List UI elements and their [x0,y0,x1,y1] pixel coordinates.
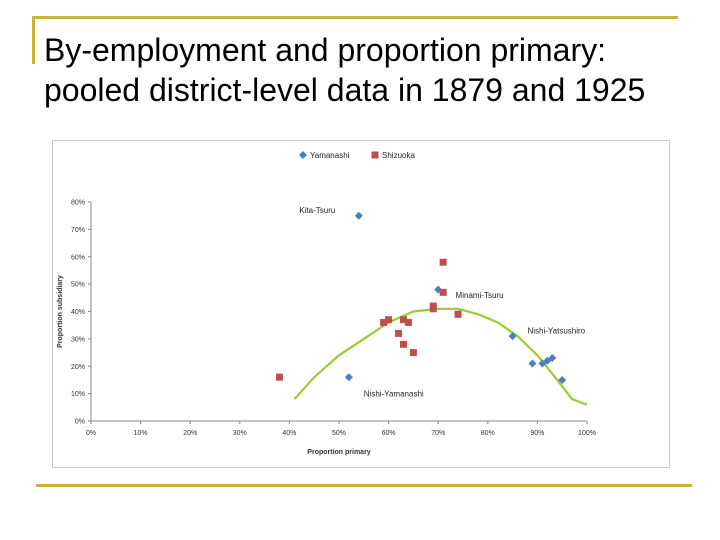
y-tick-label: 50% [71,282,85,289]
x-tick-label: 70% [431,430,445,437]
x-tick-label: 80% [481,430,495,437]
x-tick-label: 60% [382,430,396,437]
shizuoka-point [395,329,403,337]
yamanashi-point [344,373,353,382]
y-tick-label: 30% [71,336,85,343]
x-tick-label: 0% [86,430,96,437]
y-tick-label: 80% [71,200,85,207]
yamanashi-point [508,332,517,341]
legend-label-shizuoka: Shizuoka [382,151,415,160]
x-tick-label: 40% [282,430,296,437]
shizuoka-point [439,288,447,296]
legend: Yamanashi Shizuoka [299,151,415,160]
y-axis-title: Proportion subsidiary [57,275,64,348]
point-annotation: Kita-Tsuru [299,206,335,215]
chart-canvas: 0% 10% 20% 30% 40% 50% 60% 70% 80% 0% 10% 20% 30% 40%… [57,151,596,456]
shizuoka-point [409,349,417,357]
legend-marker-shizuoka [371,151,379,159]
slide-title: By-employment and proportion primary: po… [44,32,646,108]
title-accent-rule-left [32,16,35,64]
shizuoka-point [399,316,407,324]
footer-accent-rule [36,484,692,487]
x-tick-label: 10% [134,430,148,437]
shizuoka-point [380,318,388,326]
x-tick-label: 30% [233,430,247,437]
trendline [293,307,588,406]
x-tick-label: 100% [578,430,596,437]
shizuoka-point [454,310,462,318]
y-tick-label: 70% [71,227,85,234]
series-shizuoka [275,258,462,381]
legend-marker-yamanashi [299,151,307,159]
title-accent-rule-top [32,16,678,19]
shizuoka-point [399,340,407,348]
y-tick-label: 10% [71,391,85,398]
yamanashi-point [548,354,557,363]
shizuoka-point [404,318,412,326]
x-tick-label: 20% [183,430,197,437]
y-tick-label: 20% [71,364,85,371]
x-axis-title: Proportion primary [307,449,371,456]
scatter-chart: 0% 10% 20% 30% 40% 50% 60% 70% 80% 0% 10% 20% 30% 40%… [52,140,670,468]
yamanashi-point [528,359,537,368]
shizuoka-point [429,305,437,313]
yamanashi-point [558,375,567,384]
point-annotation: Nishi-Yamanashi [364,390,424,399]
shizuoka-point [385,316,393,324]
y-tick-label: 0% [75,419,85,426]
y-tick-label: 60% [71,254,85,261]
shizuoka-point [275,373,283,381]
yamanashi-point [354,211,363,220]
x-tick-label: 50% [332,430,346,437]
shizuoka-point [439,258,447,266]
point-annotation: Minami-Tsuru [456,291,504,300]
point-annotation: Nishi-Yatsushiro [527,327,585,336]
y-tick-label: 40% [71,309,85,316]
legend-label-yamanashi: Yamanashi [310,151,350,160]
x-tick-label: 90% [530,430,544,437]
